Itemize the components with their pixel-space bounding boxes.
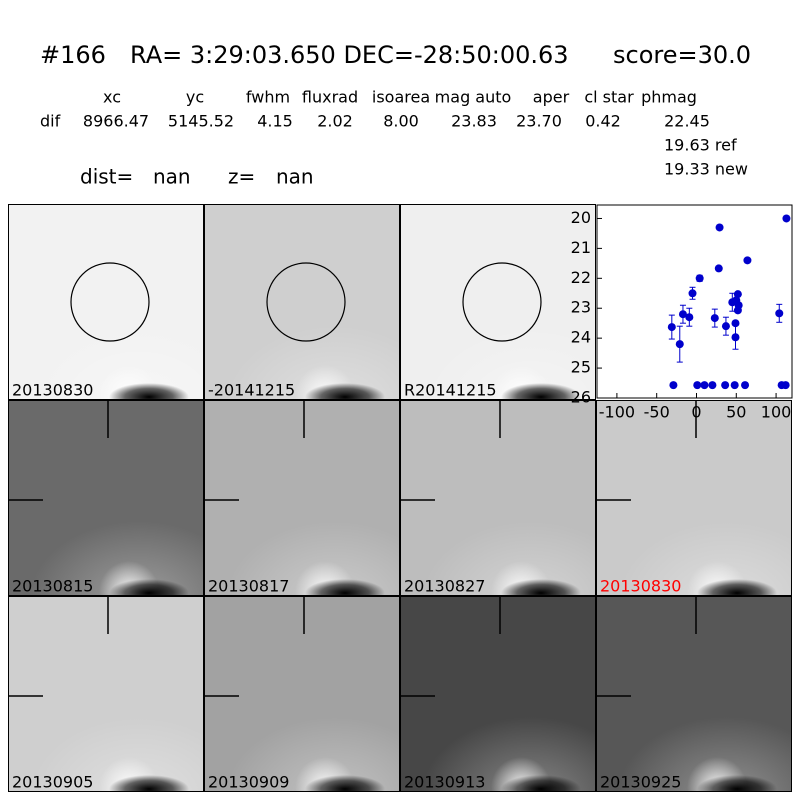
- data-point: [741, 381, 750, 390]
- y-tick-label: 20: [571, 208, 591, 227]
- x-tick-label: 100: [761, 403, 792, 422]
- column-header: fwhm: [246, 88, 290, 107]
- column-value: 8.00: [383, 112, 419, 131]
- panel-label: 20130817: [208, 577, 289, 596]
- image-panel: [204, 596, 400, 792]
- column-header: yc: [186, 88, 204, 107]
- image-panel: [8, 204, 204, 400]
- column-value: 4.15: [257, 112, 293, 131]
- data-point: [743, 256, 752, 265]
- column-value: 8966.47: [83, 112, 149, 131]
- data-point: [730, 381, 739, 390]
- x-tick-label: -50: [644, 403, 670, 422]
- panel-label: 20130925: [600, 773, 681, 792]
- panel-label: 20130905: [12, 773, 93, 792]
- image-panel: [400, 596, 596, 792]
- data-point: [695, 274, 704, 283]
- image-panel: [400, 400, 596, 596]
- image-panel: [204, 204, 400, 400]
- panel-label: 20130827: [404, 577, 485, 596]
- y-tick-label: 24: [571, 328, 591, 347]
- data-point: [731, 319, 740, 328]
- column-value: 0.42: [585, 112, 621, 131]
- column-header: fluxrad: [302, 88, 358, 107]
- z-value: nan: [276, 165, 314, 189]
- data-point: [667, 323, 676, 332]
- coordinates: RA= 3:29:03.650 DEC=-28:50:00.63: [130, 41, 569, 69]
- column-value: 23.70: [516, 112, 562, 131]
- data-point: [675, 340, 684, 349]
- image-panel: [596, 596, 792, 792]
- image-panel: [400, 204, 596, 400]
- aperture-circle: [70, 262, 150, 342]
- x-tick-label: -100: [599, 403, 635, 422]
- data-point: [721, 381, 730, 390]
- data-point: [782, 214, 791, 223]
- y-tick-label: 25: [571, 358, 591, 377]
- y-tick-label: 22: [571, 268, 591, 287]
- object-id: #166: [40, 41, 106, 69]
- image-panel: [8, 596, 204, 792]
- data-point: [714, 264, 723, 273]
- column-header: xc: [103, 88, 121, 107]
- data-point: [708, 381, 717, 390]
- column-value: 5145.52: [168, 112, 234, 131]
- column-value: 22.45: [664, 112, 710, 131]
- column-header: isoarea: [372, 88, 430, 107]
- data-point: [733, 290, 742, 299]
- row-label: dif: [40, 112, 61, 131]
- panel-label: 20130913: [404, 773, 485, 792]
- panel-label: -20141215: [208, 381, 295, 400]
- data-point: [685, 313, 694, 322]
- column-value: 2.02: [317, 112, 353, 131]
- ref-mag: 19.63 ref: [664, 136, 737, 155]
- data-point: [700, 381, 709, 390]
- y-tick-label: 23: [571, 298, 591, 317]
- y-tick-label: 26: [571, 388, 591, 407]
- image-panel: [8, 400, 204, 596]
- data-point: [688, 289, 697, 298]
- column-header: aper: [533, 88, 570, 107]
- data-point: [775, 309, 784, 318]
- data-point: [731, 333, 740, 342]
- image-panel: [596, 400, 792, 596]
- data-point: [710, 314, 719, 323]
- panel-label: 20130830: [12, 381, 93, 400]
- x-tick-label: 50: [726, 403, 746, 422]
- data-point: [781, 381, 790, 390]
- data-point: [669, 381, 678, 390]
- data-point: [715, 223, 724, 232]
- column-header: cl star: [584, 88, 634, 107]
- data-point: [693, 381, 702, 390]
- data-point: [733, 306, 742, 315]
- new-mag: 19.33 new: [664, 160, 748, 179]
- aperture-circle: [266, 262, 346, 342]
- column-header: phmag: [641, 88, 697, 107]
- data-point: [678, 310, 687, 319]
- dist-label: dist=: [80, 165, 133, 189]
- panel-label: 20130815: [12, 577, 93, 596]
- column-header: mag auto: [435, 88, 512, 107]
- z-label: z=: [228, 165, 255, 189]
- panel-label: 20130830: [600, 577, 681, 596]
- score: score=30.0: [613, 41, 751, 69]
- aperture-circle: [462, 262, 542, 342]
- y-tick-label: 21: [571, 238, 591, 257]
- panel-label: 20130909: [208, 773, 289, 792]
- panel-label: R20141215: [404, 381, 497, 400]
- x-tick-label: 0: [691, 403, 701, 422]
- image-panel: [204, 400, 400, 596]
- plot-area: [596, 204, 793, 399]
- data-point: [721, 322, 730, 331]
- column-value: 23.83: [451, 112, 497, 131]
- dist-value: nan: [153, 165, 191, 189]
